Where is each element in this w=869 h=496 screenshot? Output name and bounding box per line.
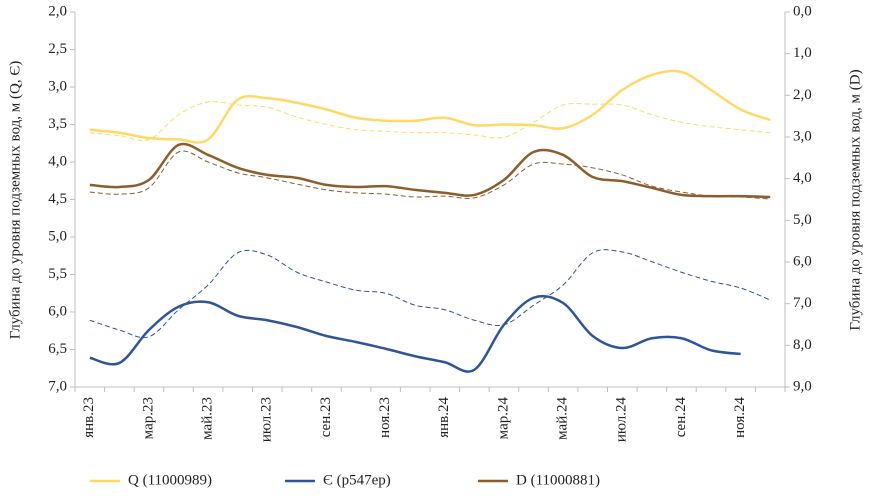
- series-line: [89, 294, 741, 373]
- x-tick-label: ноя.23: [377, 397, 393, 438]
- series-line: [89, 142, 771, 199]
- y-tick-label: 4,0: [48, 153, 67, 169]
- y-tick-label: 3,0: [48, 78, 67, 94]
- y2-tick-label: 7,0: [793, 295, 812, 311]
- y-tick-label: 2,5: [48, 41, 67, 57]
- legend-label: Є (р547ер): [323, 472, 391, 488]
- y-tick-label: 5,0: [48, 228, 67, 244]
- y-tick-label: 4,5: [48, 191, 67, 207]
- reference-line: [89, 249, 771, 339]
- x-tick-label: июл.24: [614, 397, 630, 443]
- x-tick-label: мар.23: [140, 397, 156, 439]
- y2-tick-label: 8,0: [793, 337, 812, 353]
- x-tick-label: сен.23: [318, 397, 334, 437]
- reference-line: [89, 150, 771, 200]
- y2-tick-label: 0,0: [793, 3, 812, 19]
- y2-tick-label: 4,0: [793, 170, 812, 186]
- x-tick-label: июл.23: [259, 397, 275, 442]
- y2-tick-label: 1,0: [793, 45, 812, 61]
- reference-line: [89, 101, 771, 142]
- y2-tick-label: 5,0: [793, 212, 812, 228]
- y-tick-label: 2,0: [48, 3, 67, 19]
- y2-axis-title: Глубина до уровня подземных вод, м (D): [847, 69, 863, 330]
- x-tick-label: ноя.24: [732, 397, 748, 438]
- x-tick-label: мар.24: [495, 397, 511, 440]
- y2-tick-label: 9,0: [793, 378, 812, 394]
- legend-label: Q (11000989): [128, 472, 212, 488]
- y-tick-label: 6,0: [48, 303, 67, 319]
- y-tick-label: 7,0: [48, 378, 67, 394]
- y2-tick-label: 3,0: [793, 128, 812, 144]
- y-axis-title: Глубина до уровня подземных вод, м (Q, Є…: [7, 61, 23, 340]
- legend-label: D (11000881): [516, 472, 600, 488]
- y-tick-label: 5,5: [48, 266, 67, 282]
- y2-tick-label: 6,0: [793, 253, 812, 269]
- y-tick-label: 3,5: [48, 116, 67, 132]
- x-tick-label: май.24: [555, 397, 571, 440]
- y-tick-label: 6,5: [48, 341, 67, 357]
- x-tick-label: май.23: [200, 397, 216, 440]
- y2-tick-label: 2,0: [793, 87, 812, 103]
- x-tick-label: сен.24: [673, 397, 689, 438]
- x-tick-label: янв.23: [81, 397, 97, 438]
- x-tick-label: янв.24: [436, 397, 452, 438]
- series-line: [89, 69, 771, 144]
